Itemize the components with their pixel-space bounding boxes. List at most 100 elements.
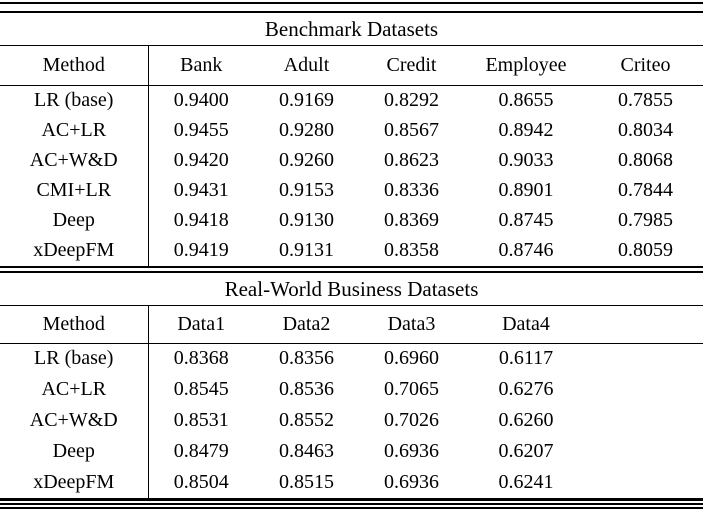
table-row: AC+W&D 0.9420 0.9260 0.8623 0.9033 0.806… bbox=[0, 145, 703, 176]
value-cell: 0.8515 bbox=[279, 470, 334, 493]
real-world-business-datasets-table: Method Data1 Data2 Data3 Data4 LR (base)… bbox=[0, 304, 703, 499]
col-header-data2: Data2 bbox=[254, 304, 359, 344]
value-cell: 0.8536 bbox=[279, 378, 334, 400]
table-row: AC+LR 0.8545 0.8536 0.7065 0.6276 bbox=[0, 374, 703, 405]
table-row: xDeepFM 0.9419 0.9131 0.8358 0.8746 0.80… bbox=[0, 235, 703, 266]
value-cell: 0.8745 bbox=[498, 209, 554, 231]
value-cell: 0.9153 bbox=[279, 179, 334, 201]
value-cell: 0.6207 bbox=[498, 440, 554, 462]
benchmark-datasets-table: Method Bank Adult Credit Employee Criteo… bbox=[0, 45, 703, 266]
col-header-method: Method bbox=[0, 304, 149, 344]
value-cell: 0.6241 bbox=[498, 470, 554, 493]
empty-cell bbox=[588, 405, 703, 436]
value-cell: 0.9131 bbox=[279, 239, 334, 261]
value-cell: 0.6276 bbox=[498, 378, 554, 400]
value-cell: 0.9400 bbox=[173, 89, 229, 112]
value-cell: 0.8567 bbox=[384, 119, 439, 141]
value-cell: 0.8901 bbox=[498, 179, 554, 201]
table-row: CMI+LR 0.9431 0.9153 0.8336 0.8901 0.784… bbox=[0, 175, 703, 206]
middle-double-rule bbox=[0, 265, 703, 273]
table2-caption: Real-World Business Datasets bbox=[224, 276, 479, 301]
method-cell: Deep bbox=[0, 436, 149, 467]
table-row: Deep 0.9418 0.9130 0.8369 0.8745 0.7985 bbox=[0, 205, 703, 236]
value-cell: 0.8942 bbox=[498, 119, 554, 141]
value-cell: 0.9033 bbox=[498, 149, 554, 171]
method-cell: LR (base) bbox=[0, 85, 149, 116]
method-cell: LR (base) bbox=[0, 343, 149, 374]
table1-header-row: Method Bank Adult Credit Employee Criteo bbox=[0, 45, 703, 86]
value-cell: 0.8358 bbox=[384, 239, 439, 261]
table-row: xDeepFM 0.8504 0.8515 0.6936 0.6241 bbox=[0, 467, 703, 498]
method-cell: AC+LR bbox=[0, 374, 149, 405]
value-cell: 0.9280 bbox=[279, 119, 334, 141]
value-cell: 0.8369 bbox=[384, 209, 439, 231]
table-row: AC+LR 0.9455 0.9280 0.8567 0.8942 0.8034 bbox=[0, 115, 703, 146]
table1-caption: Benchmark Datasets bbox=[264, 17, 439, 41]
value-cell: 0.8479 bbox=[173, 440, 229, 462]
col-header-data4: Data4 bbox=[464, 304, 588, 344]
col-header-data1: Data1 bbox=[148, 304, 254, 344]
method-cell: AC+LR bbox=[0, 115, 149, 146]
value-cell: 0.8655 bbox=[498, 89, 554, 112]
table-row: LR (base) 0.9400 0.9169 0.8292 0.8655 0.… bbox=[0, 85, 703, 116]
col-header-employee: Employee bbox=[464, 45, 588, 86]
value-cell: 0.8059 bbox=[618, 239, 673, 261]
empty-cell bbox=[588, 374, 703, 405]
method-cell: xDeepFM bbox=[0, 235, 149, 266]
value-cell: 0.8356 bbox=[279, 347, 334, 370]
value-cell: 0.8336 bbox=[384, 179, 439, 201]
col-header-adult: Adult bbox=[254, 45, 359, 86]
value-cell: 0.8034 bbox=[618, 119, 673, 141]
value-cell: 0.7065 bbox=[384, 378, 439, 400]
empty-header-cell bbox=[588, 304, 703, 344]
value-cell: 0.7855 bbox=[618, 89, 673, 112]
empty-cell bbox=[588, 467, 703, 498]
empty-cell bbox=[588, 343, 703, 374]
table-row: LR (base) 0.8368 0.8356 0.6960 0.6117 bbox=[0, 343, 703, 374]
value-cell: 0.9419 bbox=[173, 239, 229, 261]
value-cell: 0.9418 bbox=[173, 209, 229, 231]
bottom-rules bbox=[0, 498, 703, 509]
value-cell: 0.9431 bbox=[173, 179, 229, 201]
col-header-bank: Bank bbox=[148, 45, 254, 86]
method-cell: CMI+LR bbox=[0, 175, 149, 206]
value-cell: 0.9130 bbox=[279, 209, 334, 231]
empty-cell bbox=[588, 436, 703, 467]
value-cell: 0.7026 bbox=[384, 409, 439, 431]
table-row: Deep 0.8479 0.8463 0.6936 0.6207 bbox=[0, 436, 703, 467]
method-cell: Deep bbox=[0, 205, 149, 236]
value-cell: 0.8545 bbox=[173, 378, 229, 400]
col-header-data3: Data3 bbox=[359, 304, 464, 344]
top-double-rule bbox=[0, 2, 703, 13]
value-cell: 0.6260 bbox=[498, 409, 554, 431]
value-cell: 0.8552 bbox=[279, 409, 334, 431]
value-cell: 0.7985 bbox=[618, 209, 673, 231]
value-cell: 0.6936 bbox=[384, 470, 439, 493]
value-cell: 0.8531 bbox=[173, 409, 229, 431]
value-cell: 0.8068 bbox=[618, 149, 673, 171]
value-cell: 0.8623 bbox=[384, 149, 439, 171]
method-cell: AC+W&D bbox=[0, 405, 149, 436]
value-cell: 0.8292 bbox=[384, 89, 439, 112]
table-row: AC+W&D 0.8531 0.8552 0.7026 0.6260 bbox=[0, 405, 703, 436]
table2-header-row: Method Data1 Data2 Data3 Data4 bbox=[0, 304, 703, 344]
value-cell: 0.6117 bbox=[498, 347, 554, 370]
bottom-single-rule bbox=[0, 498, 703, 503]
method-cell: AC+W&D bbox=[0, 145, 149, 176]
value-cell: 0.8746 bbox=[498, 239, 554, 261]
col-header-method: Method bbox=[0, 45, 149, 86]
value-cell: 0.9455 bbox=[173, 119, 229, 141]
value-cell: 0.7844 bbox=[618, 179, 673, 201]
col-header-credit: Credit bbox=[359, 45, 464, 86]
method-cell: xDeepFM bbox=[0, 467, 149, 498]
value-cell: 0.6960 bbox=[384, 347, 439, 370]
value-cell: 0.8368 bbox=[173, 347, 229, 370]
value-cell: 0.9420 bbox=[173, 149, 229, 171]
value-cell: 0.9169 bbox=[279, 89, 334, 112]
bottom-double-rule bbox=[0, 502, 703, 509]
value-cell: 0.6936 bbox=[384, 440, 439, 462]
value-cell: 0.8504 bbox=[173, 470, 229, 493]
col-header-criteo: Criteo bbox=[588, 45, 703, 86]
value-cell: 0.8463 bbox=[279, 440, 334, 462]
